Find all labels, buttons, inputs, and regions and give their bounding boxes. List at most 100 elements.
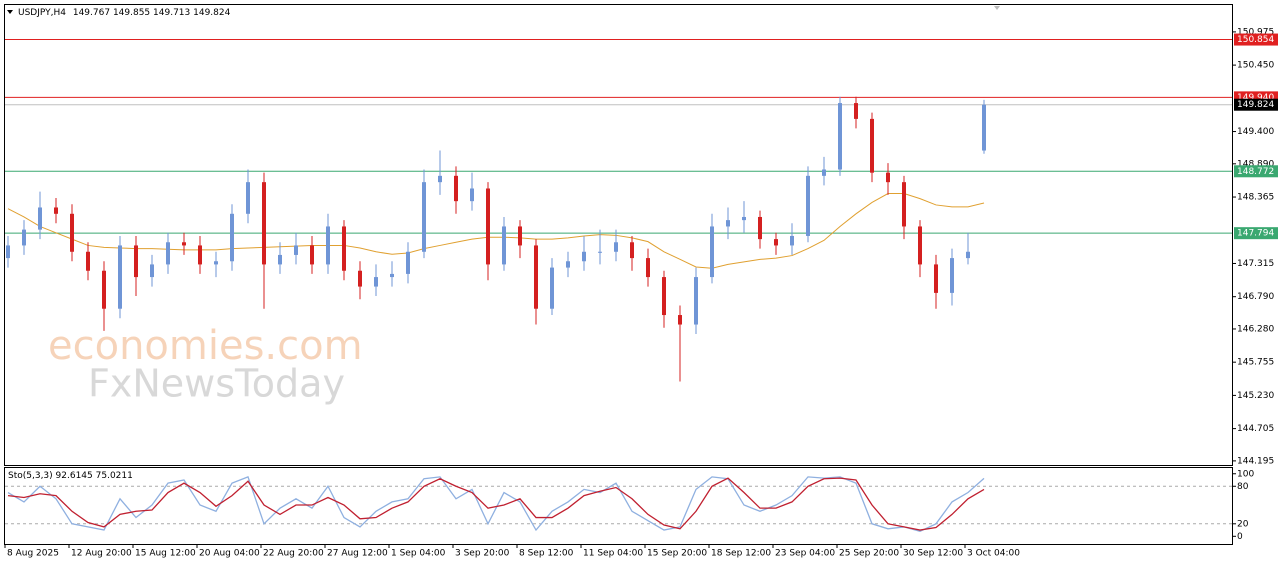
x-tick-label: 15 Sep 20:00 bbox=[647, 549, 707, 559]
indicator-title: Sto(5,3,3) bbox=[8, 471, 53, 481]
y-tick-label: 145.755 bbox=[1237, 358, 1274, 368]
candle-body bbox=[150, 264, 154, 278]
candle-body bbox=[406, 251, 410, 274]
candle-body bbox=[806, 175, 810, 236]
current-price-box bbox=[1234, 98, 1278, 111]
x-tick-label: 27 Aug 12:00 bbox=[327, 549, 388, 559]
candle-body bbox=[374, 277, 378, 287]
candle-body bbox=[38, 207, 42, 230]
candle-body bbox=[646, 258, 650, 278]
oscillator-panel bbox=[4, 467, 1233, 545]
candle-body bbox=[662, 277, 666, 316]
y-tick-label: 149.400 bbox=[1237, 127, 1274, 137]
x-tick-label: 8 Aug 2025 bbox=[7, 549, 59, 559]
y-tick-label: 144.195 bbox=[1237, 456, 1274, 466]
candle-body bbox=[582, 251, 586, 262]
candle-body bbox=[838, 103, 842, 170]
candle-body bbox=[390, 273, 394, 278]
y-tick-label: 20 bbox=[1237, 519, 1249, 529]
candle-body bbox=[902, 182, 906, 227]
x-tick-label: 23 Sep 04:00 bbox=[775, 549, 835, 559]
candle-body bbox=[342, 226, 346, 271]
y-tick-label: 145.230 bbox=[1237, 391, 1274, 401]
candle-body bbox=[470, 188, 474, 202]
main-panel bbox=[4, 4, 1233, 466]
candle-body bbox=[598, 251, 602, 253]
y-tick-label: 100 bbox=[1237, 469, 1254, 479]
candle-body bbox=[246, 182, 250, 214]
candle-body bbox=[726, 220, 730, 227]
candle-body bbox=[166, 242, 170, 265]
candle-body bbox=[326, 226, 330, 265]
watermark-logo: economies.com bbox=[48, 323, 363, 369]
candle-body bbox=[774, 239, 778, 246]
candle-body bbox=[518, 226, 522, 246]
candle-body bbox=[358, 270, 362, 287]
candle-body bbox=[790, 235, 794, 246]
candle-body bbox=[710, 226, 714, 278]
candle-body bbox=[22, 229, 26, 246]
oscillator-line bbox=[7, 476, 985, 532]
candle-body bbox=[502, 226, 506, 265]
x-tick-label: 25 Sep 20:00 bbox=[839, 549, 899, 559]
oscillator-line bbox=[7, 477, 985, 531]
candle-body bbox=[86, 251, 90, 271]
candle-body bbox=[134, 245, 138, 278]
candle-body bbox=[102, 270, 106, 309]
level-label: 150.854 bbox=[1237, 35, 1274, 45]
level-label-box bbox=[1234, 33, 1278, 46]
x-tick-label: 1 Sep 04:00 bbox=[391, 549, 446, 559]
shift-marker bbox=[994, 6, 1000, 10]
candle-body bbox=[742, 216, 746, 221]
x-tick-label: 8 Sep 12:00 bbox=[519, 549, 574, 559]
candle-body bbox=[678, 315, 682, 325]
y-tick-label: 148.890 bbox=[1237, 159, 1274, 169]
level-label: 148.772 bbox=[1237, 167, 1274, 177]
candle-body bbox=[550, 267, 554, 309]
x-tick-label: 3 Sep 20:00 bbox=[455, 549, 510, 559]
x-tick-label: 30 Sep 12:00 bbox=[903, 549, 963, 559]
candle-body bbox=[214, 261, 218, 265]
symbol-title: USDJPY,H4 bbox=[18, 8, 66, 18]
candle-body bbox=[70, 213, 74, 252]
candle-body bbox=[278, 254, 282, 265]
candle-body bbox=[294, 245, 298, 255]
candle-body bbox=[230, 213, 234, 262]
candle-body bbox=[54, 207, 58, 214]
x-tick-label: 15 Aug 12:00 bbox=[135, 549, 196, 559]
x-tick-label: 18 Sep 12:00 bbox=[711, 549, 771, 559]
candle-body bbox=[886, 172, 890, 183]
level-label: 149.940 bbox=[1237, 93, 1274, 103]
y-tick-label: 148.365 bbox=[1237, 193, 1274, 203]
candle-body bbox=[966, 251, 970, 259]
level-label-box bbox=[1234, 165, 1278, 178]
x-tick-label: 3 Oct 04:00 bbox=[967, 549, 1020, 559]
candle-body bbox=[118, 245, 122, 309]
close-value: 149.824 bbox=[193, 8, 230, 18]
y-tick-label: 147.315 bbox=[1237, 259, 1274, 269]
symbol-menu-arrow[interactable] bbox=[7, 10, 13, 14]
y-tick-label: 150.450 bbox=[1237, 61, 1274, 71]
candle-body bbox=[438, 175, 442, 183]
level-label: 147.794 bbox=[1237, 229, 1274, 239]
candle-body bbox=[758, 216, 762, 240]
x-tick-label: 11 Sep 04:00 bbox=[583, 549, 643, 559]
y-tick-label: 146.280 bbox=[1237, 324, 1274, 334]
y-tick-label: 80 bbox=[1237, 482, 1249, 492]
low-value: 149.713 bbox=[153, 8, 190, 18]
watermark-brand: FxNewsToday bbox=[88, 362, 345, 406]
candle-body bbox=[182, 242, 186, 246]
candle-body bbox=[422, 182, 426, 252]
x-tick-label: 20 Aug 04:00 bbox=[199, 549, 260, 559]
candle-body bbox=[870, 118, 874, 173]
candle-body bbox=[918, 226, 922, 265]
candle-body bbox=[566, 261, 570, 268]
high-value: 149.855 bbox=[113, 8, 150, 18]
candle-body bbox=[982, 104, 986, 151]
candle-body bbox=[934, 264, 938, 293]
level-label-box bbox=[1234, 227, 1278, 240]
candle-body bbox=[262, 182, 266, 265]
candle-body bbox=[614, 242, 618, 252]
